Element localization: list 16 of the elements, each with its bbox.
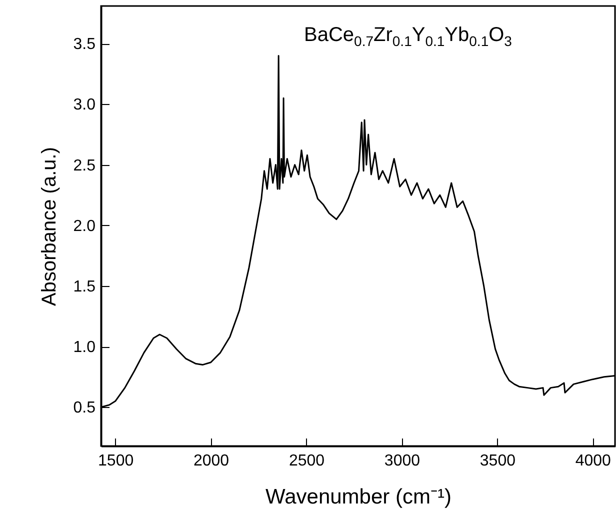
y-tick-label: 2.0 — [73, 218, 96, 235]
y-tick-label: 1.5 — [73, 278, 96, 296]
x-axis-title: Wavenumber (cm⁻¹) — [266, 486, 452, 508]
x-tick-label: 3500 — [480, 452, 516, 470]
x-tick-label: 1500 — [98, 452, 134, 470]
x-tick-label: 3000 — [384, 452, 420, 470]
text: BaCe$_{0.7}$Zr$_{0.1}$Y$_{0.1}$Yb$_{0.1}$O$_{3}$ — [304, 24, 512, 49]
x-tick-label: 2500 — [288, 452, 325, 470]
y-tick-label: 2.5 — [73, 157, 96, 174]
y-tick-label: 1.0 — [73, 339, 96, 356]
y-tick-label: 3.0 — [73, 96, 96, 114]
y-tick-label: 3.5 — [73, 36, 96, 54]
y-tick-label: 0.5 — [73, 400, 96, 417]
x-tick-label: 4000 — [575, 452, 612, 470]
y-axis-title: Absorbance (a.u.) — [38, 147, 60, 306]
x-tick-label: 2000 — [193, 452, 230, 470]
